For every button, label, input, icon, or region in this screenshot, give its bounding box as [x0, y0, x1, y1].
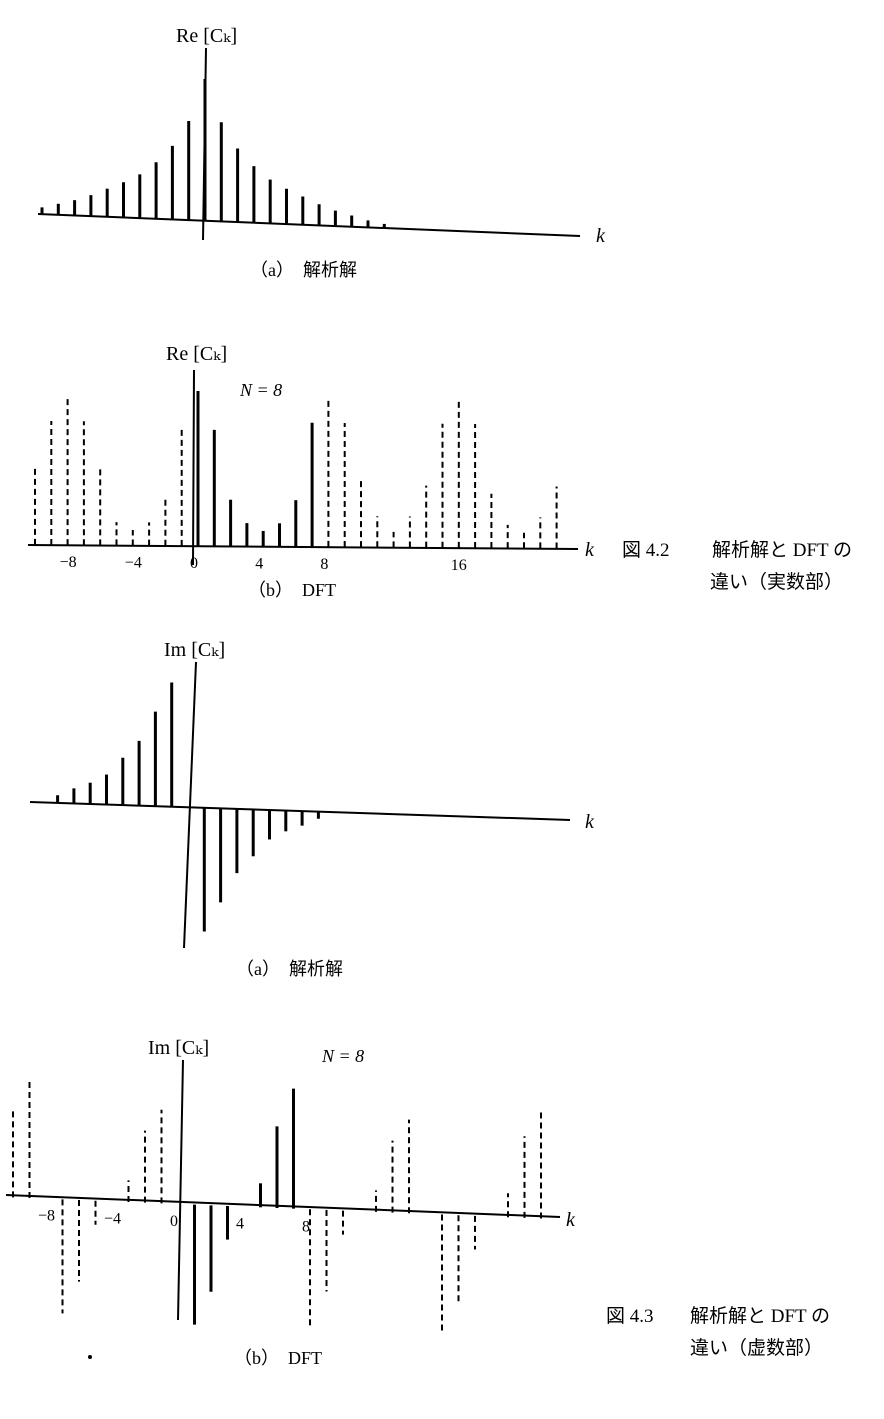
re-dft-tick-label: 4 [255, 555, 263, 572]
re-analytic-panel: Re [Cₖ] k （a） 解析解 [37, 25, 606, 280]
im-dft-tick-label: 0 [170, 1213, 178, 1230]
re-dft-panel: Re [Cₖ] N = 8 k （b） DFT −8 −4 0 4 8 16 [27, 343, 595, 600]
figure-4-2-caption-line1: 解析解と DFT の [712, 539, 852, 561]
im-dft-y-label: Im [Cₖ] [148, 1037, 209, 1059]
re-analytic-k-label: k [596, 225, 606, 247]
re-dft-k-axis [27, 544, 579, 550]
im-analytic-k-axis [29, 801, 571, 821]
figure-4-3-caption-line1: 解析解と DFT の [690, 1305, 830, 1327]
re-dft-y-label: Re [Cₖ] [166, 343, 227, 365]
figure-4-3-caption: 図 4.3 解析解と DFT の 違い（虚数部） [606, 1305, 830, 1359]
im-dft-k-label: k [566, 1209, 576, 1231]
im-analytic-subcaption: （a） 解析解 [236, 959, 343, 979]
stray-dot [88, 1355, 92, 1359]
im-dft-tick-label: −4 [104, 1210, 121, 1227]
im-dft-tick-label: 4 [236, 1216, 244, 1233]
figure-4-3-number: 図 4.3 [606, 1306, 654, 1327]
re-dft-k-label: k [585, 539, 595, 561]
re-dft-n-annotation: N = 8 [239, 380, 282, 400]
im-analytic-y-axis [183, 661, 197, 949]
re-dft-y-axis [192, 369, 195, 566]
re-dft-tick-label: 0 [190, 555, 198, 572]
figure-4-3-caption-line2: 違い（虚数部） [690, 1337, 823, 1359]
im-analytic-k-label: k [585, 811, 595, 833]
im-analytic-y-label: Im [Cₖ] [164, 639, 225, 661]
im-analytic-panel: Im [Cₖ] k （a） 解析解 [29, 639, 595, 979]
im-dft-k-axis [5, 1194, 561, 1218]
re-dft-tick-label: 8 [320, 556, 328, 573]
im-dft-y-axis [177, 1059, 184, 1321]
im-dft-subcaption: （b） DFT [234, 1348, 322, 1368]
im-dft-n-annotation: N = 8 [321, 1046, 364, 1066]
re-dft-subcaption: （b） DFT [248, 580, 336, 600]
im-dft-tick-label: 8 [302, 1218, 310, 1235]
im-dft-panel: Im [Cₖ] N = 8 k （b） DFT −8 −4 0 4 8 [5, 1037, 576, 1368]
re-analytic-y-label: Re [Cₖ] [176, 25, 237, 47]
im-dft-tick-label: −8 [38, 1208, 55, 1225]
re-analytic-k-axis [37, 213, 581, 237]
figure-4-2-number: 図 4.2 [622, 540, 670, 561]
figure-4-2-caption-line2: 違い（実数部） [710, 571, 843, 593]
figure-4-2-caption: 図 4.2 解析解と DFT の 違い（実数部） [622, 539, 852, 593]
re-dft-tick-label: −4 [125, 555, 142, 572]
re-analytic-subcaption: （a） 解析解 [250, 260, 357, 280]
re-dft-tick-label: −8 [60, 554, 77, 571]
re-dft-tick-label: 16 [451, 557, 467, 574]
